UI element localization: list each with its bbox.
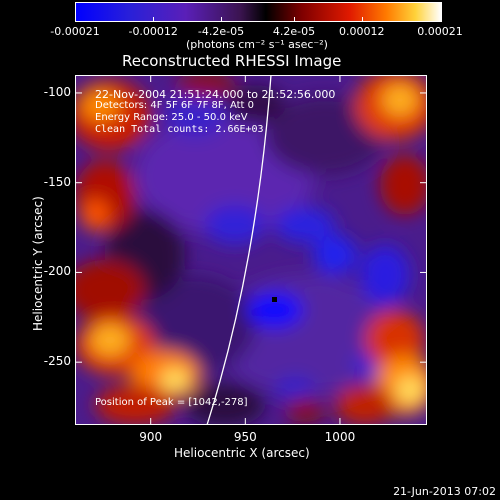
peak-position-label: Position of Peak = [1042,-278] — [95, 397, 248, 408]
image-title: Reconstructed RHESSI Image — [122, 52, 342, 70]
colorbar-tick-label: 4.2e-05 — [272, 25, 316, 38]
colorbar-tick-mark — [75, 17, 76, 21]
y-tick-label: -250 — [43, 354, 71, 369]
y-tick-label: -150 — [43, 174, 71, 189]
axis-ticks — [75, 75, 427, 425]
colorbar-tick-label: 0.00012 — [339, 25, 385, 38]
footer-timestamp: 21-Jun-2013 07:02 — [393, 485, 496, 498]
colorbar-tick-mark — [361, 17, 363, 21]
x-tick-label: 900 — [139, 430, 163, 444]
x-tick-label: 950 — [233, 430, 257, 444]
y-tick-label: -100 — [43, 84, 71, 99]
info-line-time: 22-Nov-2004 21:51:24.000 to 21:52:56.000 — [95, 88, 336, 101]
colorbar-tick-label: -0.00021 — [50, 25, 100, 38]
y-tick-label: -200 — [43, 264, 71, 279]
peak-marker — [272, 297, 277, 302]
x-axis-label: Heliocentric X (arcsec) — [174, 446, 310, 460]
info-line-counts: Clean Total counts: 2.66E+03 — [95, 124, 264, 135]
rhessi-image — [75, 75, 427, 425]
info-line-detectors: Detectors: 4F 5F 6F 7F 8F, Att 0 — [95, 100, 255, 111]
colorbar-tick-label: 0.00021 — [417, 25, 463, 38]
y-axis-label: Heliocentric Y (arcsec) — [31, 196, 45, 331]
colorbar — [75, 2, 442, 22]
colorbar-tick-label: -4.2e-05 — [197, 25, 245, 38]
colorbar-tick-mark — [221, 17, 222, 21]
colorbar-tick-mark — [440, 17, 441, 21]
x-tick-label: 1000 — [324, 430, 356, 444]
solar-limb-line — [206, 75, 272, 425]
info-line-energy: Energy Range: 25.0 - 50.0 keV — [95, 112, 248, 123]
colorbar-tick-label: -0.00012 — [128, 25, 178, 38]
colorbar-tick-mark — [153, 17, 155, 21]
colorbar-tick-mark — [294, 17, 295, 21]
colorbar-units-label: (photons cm⁻² s⁻¹ asec⁻²) — [186, 38, 328, 51]
